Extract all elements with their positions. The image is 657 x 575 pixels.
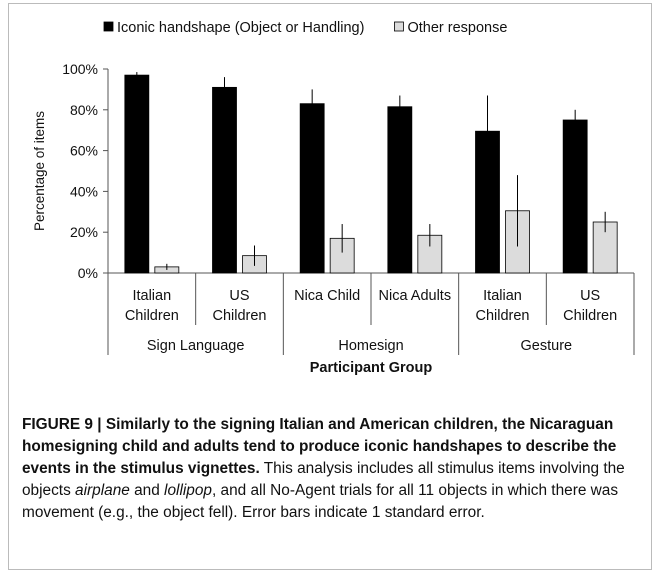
- legend-label: Iconic handshape (Object or Handling): [117, 20, 364, 36]
- y-tick-label: 80%: [70, 102, 98, 118]
- group-label: Homesign: [338, 338, 403, 354]
- y-tick-label: 100%: [62, 61, 98, 77]
- bar: [562, 119, 588, 274]
- category-label: Nica Child: [294, 288, 360, 304]
- caption-title: FIGURE 9 | Similarly to the signing Ital…: [22, 416, 617, 477]
- y-axis-title: Percentage of items: [32, 111, 47, 231]
- legend-swatch: [394, 21, 404, 32]
- group-label: Sign Language: [147, 338, 245, 354]
- caption-text-3: , and all No-Agent trials for all 11 obj…: [22, 482, 619, 521]
- y-tick-label: 20%: [70, 224, 98, 240]
- category-label: Children: [213, 308, 267, 324]
- category-label: Italian: [132, 288, 171, 304]
- caption-object-lollipop: lollipop: [164, 482, 212, 499]
- figure-frame: [8, 3, 652, 570]
- category-label: Nica Adults: [379, 288, 452, 304]
- caption-text-2: and: [129, 482, 165, 499]
- bar: [299, 103, 325, 274]
- caption-text-1: This analysis includes all stimulus item…: [22, 460, 625, 499]
- category-label: US: [580, 288, 600, 304]
- bar: [124, 74, 150, 274]
- x-axis-title: Participant Group: [310, 360, 433, 376]
- category-label: Italian: [483, 288, 522, 304]
- y-tick-label: 0%: [78, 265, 98, 281]
- bar-chart: 0% 20% 40% 60% 80% 100% Percentage of items Ita…: [32, 20, 635, 376]
- figure-caption: FIGURE 9 | Similarly to the signing Ital…: [22, 414, 642, 524]
- group-label: Gesture: [521, 338, 573, 354]
- legend-swatch: [103, 21, 114, 32]
- y-tick-label: 60%: [70, 143, 98, 159]
- bar: [387, 106, 413, 274]
- category-label: Children: [563, 308, 617, 324]
- category-label: US: [229, 288, 249, 304]
- legend-label: Other response: [407, 20, 507, 36]
- category-label: Children: [125, 308, 179, 324]
- y-tick-label: 40%: [70, 183, 98, 199]
- bar: [212, 86, 237, 274]
- caption-object-airplane: airplane: [75, 482, 130, 499]
- category-label: Children: [476, 308, 530, 324]
